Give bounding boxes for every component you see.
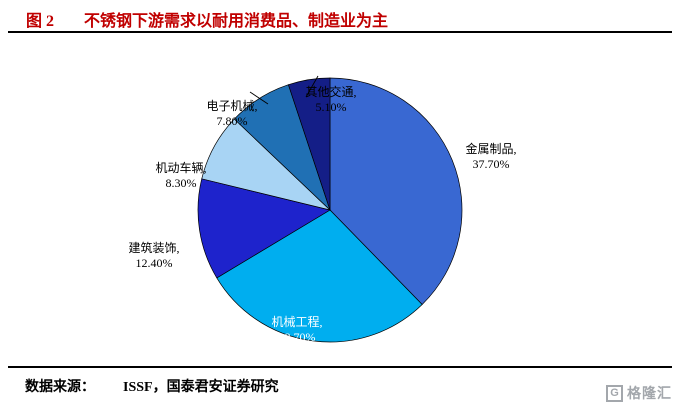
pie-label-other-transport: 其他交通, 5.10% [292, 85, 370, 115]
pie-label-construction-decoration: 建筑装饰, 12.40% [116, 241, 192, 271]
data-source-text: ISSF，国泰君安证券研究 [123, 380, 279, 395]
gelonghui-watermark: G 格隆汇 [606, 383, 672, 403]
figure-number: 图 2 [26, 13, 55, 30]
pie-label-name: 机动车辆, [155, 161, 207, 175]
pie-label-value: 5.10% [315, 100, 347, 114]
pie-chart-area: 金属制品, 37.70% 机械工程, 28.70% 建筑装饰, 12.40% 机… [0, 40, 680, 370]
pie-slice-other-transport [287, 77, 331, 211]
pie-label-value: 7.80% [216, 114, 248, 128]
pie-label-motor-vehicles: 机动车辆, 8.30% [144, 161, 218, 191]
pie-label-value: 8.30% [165, 176, 197, 190]
pie-label-name: 机械工程, [271, 315, 323, 329]
pie-label-machinery-engineering: 机械工程, 28.70% [255, 315, 339, 345]
figure-title: 不锈钢下游需求以耐用消费品、制造业为主 [84, 13, 389, 30]
pie-label-name: 金属制品, [465, 142, 517, 156]
pie-label-value: 37.70% [472, 157, 510, 171]
gelonghui-logo-text: 格隆汇 [627, 385, 672, 401]
pie-label-value: 28.70% [278, 330, 316, 344]
pie-label-electronic-machinery: 电子机械, 7.80% [195, 99, 269, 129]
pie-label-name: 其他交通, [305, 85, 357, 99]
pie-slice-machinery-engineering [216, 209, 423, 343]
footer-rule [8, 366, 672, 368]
leader-line-electronic-machinery [249, 91, 269, 105]
data-source-line: 数据来源： ISSF，国泰君安证券研究 [25, 376, 279, 396]
pie-slice-construction-decoration [197, 178, 331, 279]
pie-chart-svg [197, 75, 463, 343]
data-source-label: 数据来源： [25, 380, 95, 395]
leader-line-other-transport [305, 75, 319, 98]
figure-header: 图 2 不锈钢下游需求以耐用消费品、制造业为主 [26, 7, 672, 31]
pie-label-metal-products: 金属制品, 37.70% [448, 142, 534, 172]
pie-label-name: 建筑装饰, [128, 241, 180, 255]
pie-slice-metal-products [329, 77, 463, 305]
pie-label-name: 电子机械, [206, 99, 258, 113]
header-rule [8, 31, 672, 33]
pie-label-value: 12.40% [135, 256, 173, 270]
gelonghui-logo-icon: G [606, 384, 623, 402]
